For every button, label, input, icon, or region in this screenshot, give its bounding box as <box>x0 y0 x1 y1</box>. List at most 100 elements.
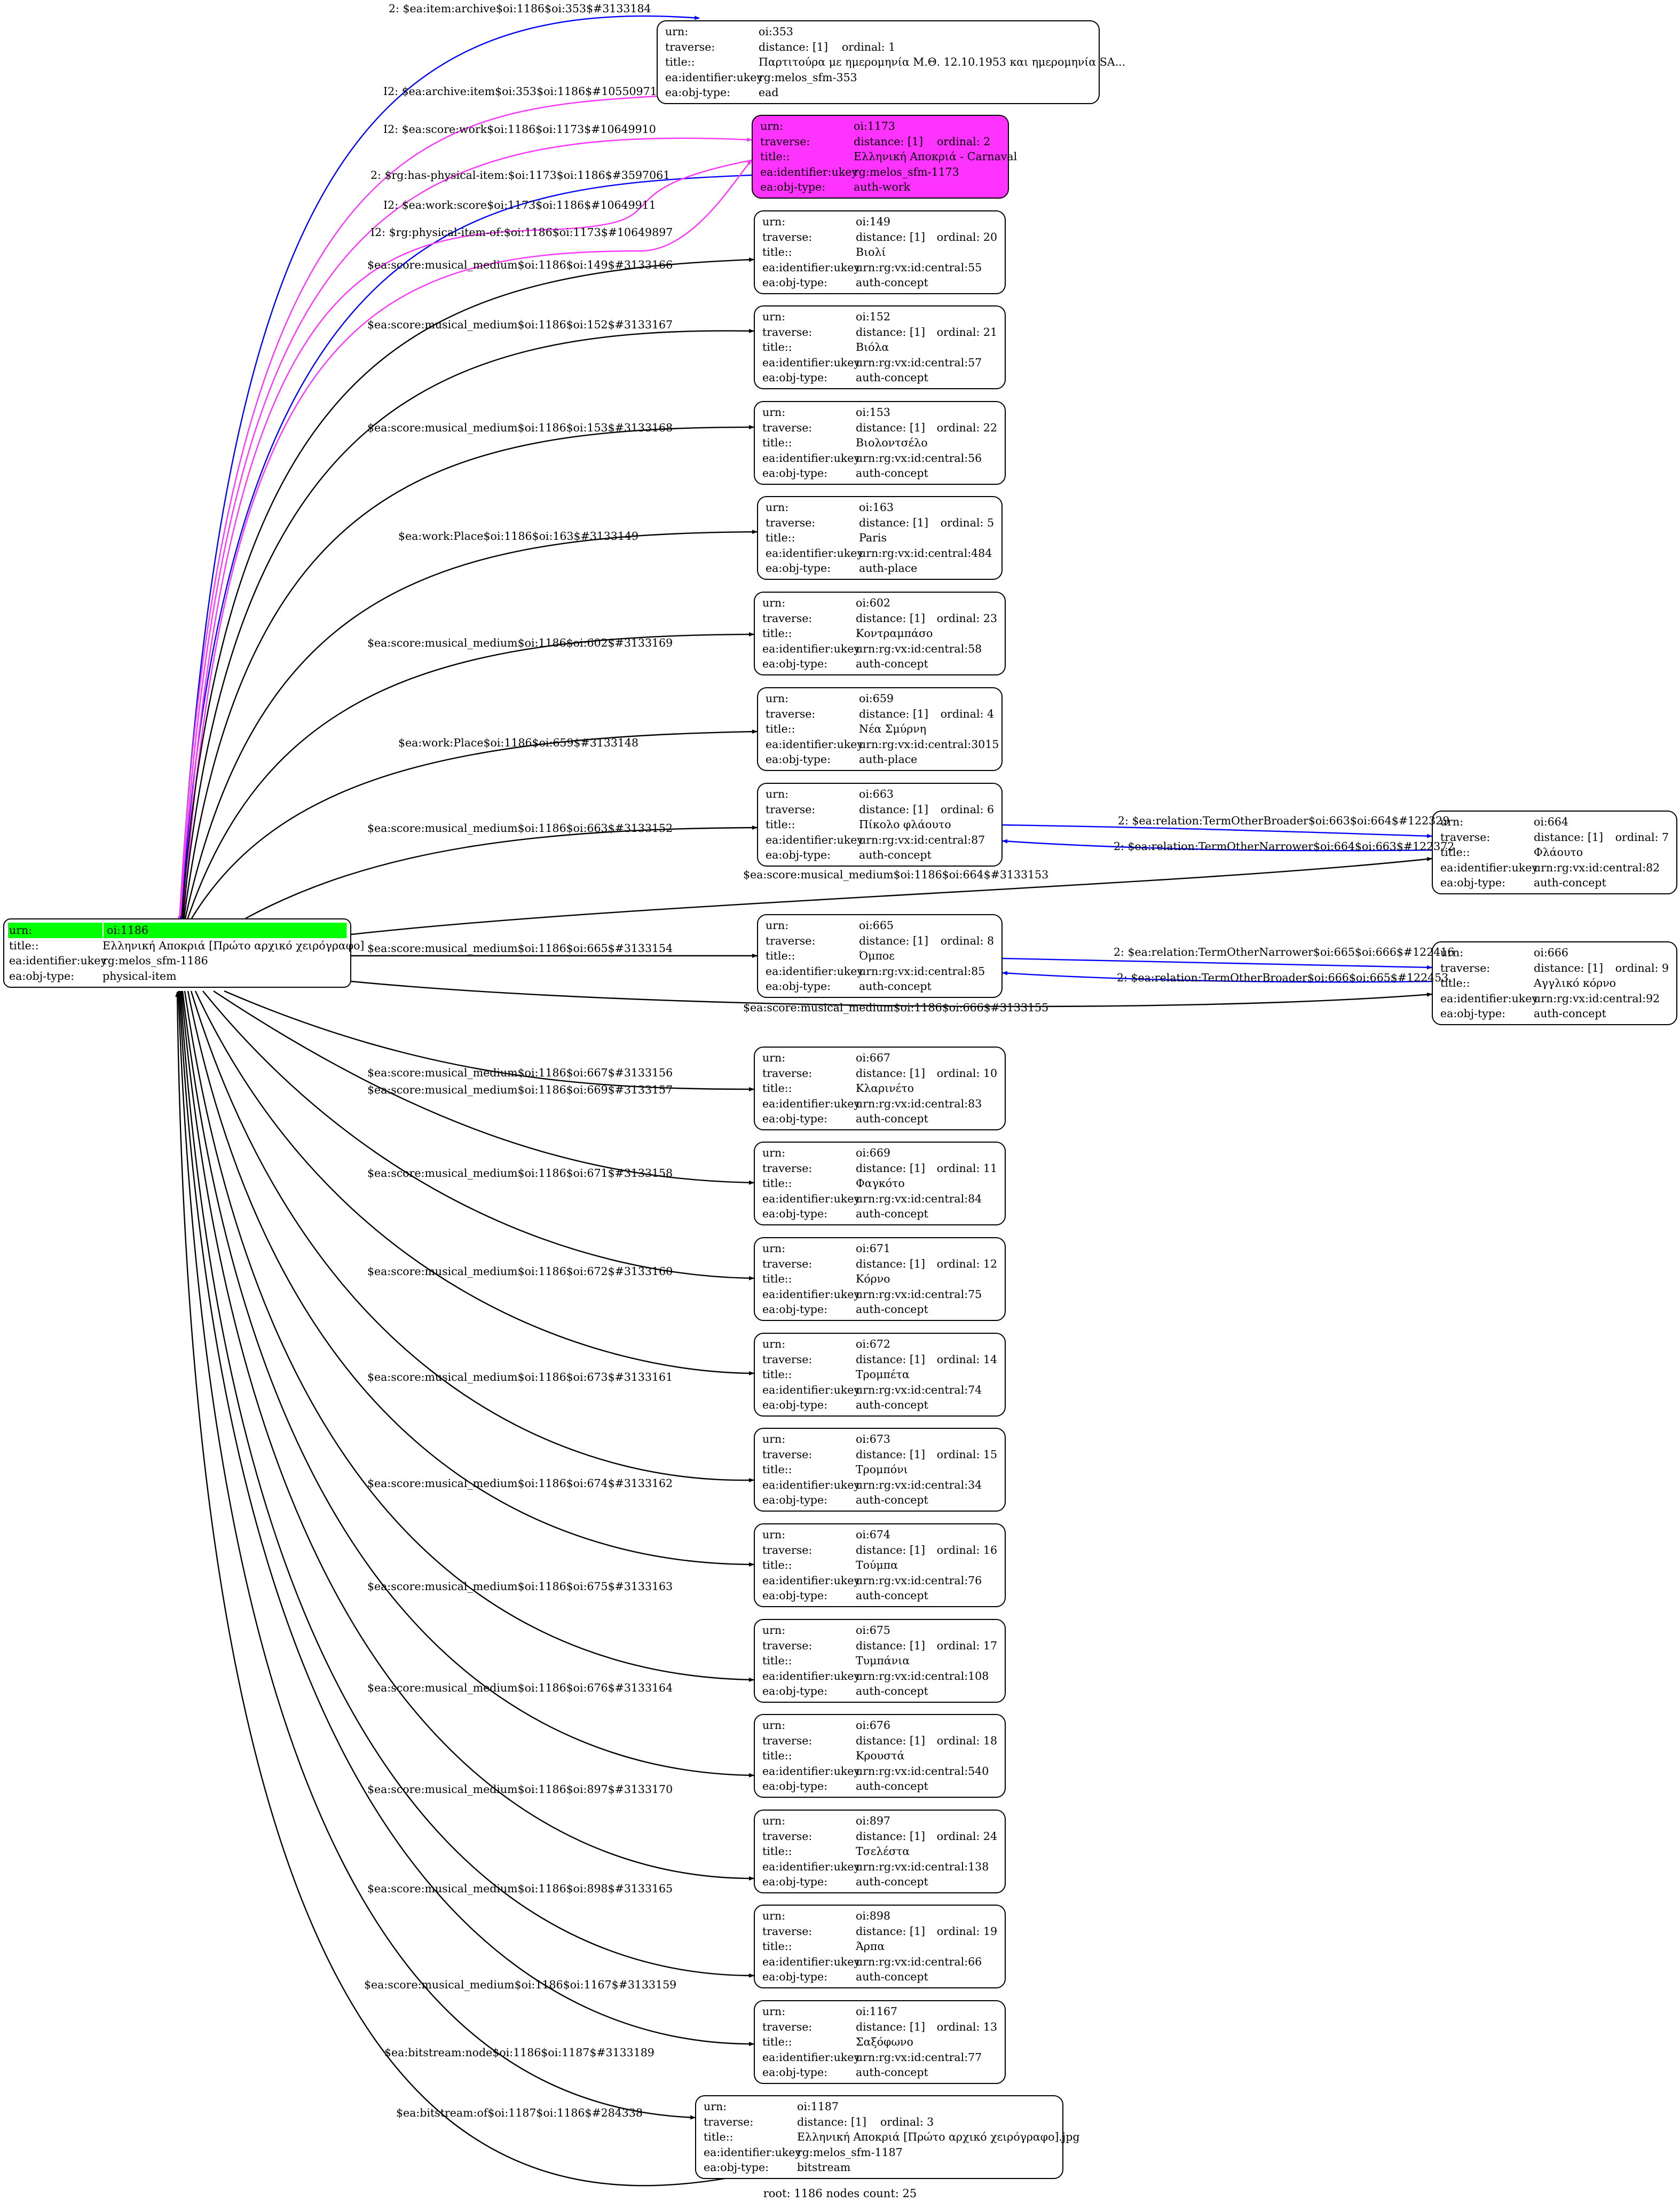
node-type-row: ea:obj-type: bitstream <box>704 2160 1055 2175</box>
node-traverse-row: traverse: distance: [1] ordinal: 18 <box>762 1733 997 1749</box>
node-oi-669[interactable]: urn: oi:669 traverse: distance: [1] ordinal:… <box>754 1142 1006 1225</box>
node-ukey-row: ea:identifier:ukey urn:rg:vx:id:central:4… <box>766 546 994 561</box>
field-label: traverse: <box>760 135 810 148</box>
spacer <box>928 706 941 722</box>
edge-label: $ea:score:musical_medium$oi:1186$oi:897$… <box>367 1783 673 1796</box>
node-oi-674[interactable]: urn: oi:674 traverse: distance: [1] ordinal:… <box>754 1523 1006 1607</box>
node-ukey: urn:rg:vx:id:central:108 <box>856 1669 989 1682</box>
node-oi-663[interactable]: urn: oi:663 traverse: distance: [1] ordinal:… <box>757 783 1003 867</box>
node-urn: oi:1173 <box>854 120 895 132</box>
node-oi-897[interactable]: urn: oi:897 traverse: distance: [1] ordinal:… <box>754 1810 1006 1893</box>
node-traverse-row: traverse: distance: [1] ordinal: 24 <box>762 1829 997 1844</box>
node-oi-671[interactable]: urn: oi:671 traverse: distance: [1] ordinal:… <box>754 1237 1006 1321</box>
node-ordinal: ordinal: 3 <box>880 2115 934 2128</box>
node-traverse-row: traverse: distance: [1] ordinal: 9 <box>1440 961 1669 976</box>
node-oi-163[interactable]: urn: oi:163 traverse: distance: [1] ordinal:… <box>757 496 1003 580</box>
node-urn: oi:664 <box>1534 815 1568 828</box>
node-oi-153[interactable]: urn: oi:153 traverse: distance: [1] ordinal:… <box>754 401 1006 485</box>
edge-label: I2: $ea:archive:item$oi:353$oi:1186$#105… <box>383 85 657 98</box>
node-ukey-row: ea:identifier:ukey urn:rg:vx:id:central:5… <box>762 260 997 276</box>
node-oi-666[interactable]: urn: oi:666 traverse: distance: [1] ordinal:… <box>1432 941 1677 1025</box>
node-ordinal: ordinal: 2 <box>936 135 991 148</box>
field-label: urn: <box>762 1338 786 1350</box>
edge-label: 2: $ea:relation:TermOtherBroader$oi:666$… <box>1117 971 1449 984</box>
node-type: auth-concept <box>856 657 928 670</box>
field-label: traverse: <box>766 707 816 720</box>
field-label: ea:identifier:ukey <box>762 1383 860 1396</box>
field-label: urn: <box>762 596 786 609</box>
node-distance: distance: [1] <box>856 325 925 339</box>
edge-e666_665 <box>1002 971 1432 983</box>
field-label: traverse: <box>1440 961 1490 974</box>
field-label: ea:identifier:ukey <box>762 1574 860 1587</box>
edge-e659 <box>189 729 758 922</box>
edge-label: $ea:score:musical_medium$oi:1186$oi:602$… <box>367 636 673 649</box>
edge-label: $ea:score:musical_medium$oi:1186$oi:673$… <box>367 1371 673 1383</box>
root-node[interactable]: urn: oi:1186 title:: Ελληνική Αποκριά [Π… <box>3 918 364 988</box>
node-type: auth-concept <box>859 980 932 993</box>
node-oi-1167[interactable]: urn: oi:1167 traverse: distance: [1] ordinal… <box>754 2000 1006 2084</box>
node-oi-602[interactable]: urn: oi:602 traverse: distance: [1] ordinal:… <box>754 592 1006 675</box>
field-label: ea:obj-type: <box>762 1589 827 1602</box>
field-label: ea:obj-type: <box>766 980 831 993</box>
node-type-row: ea:obj-type: auth-concept <box>762 1397 997 1413</box>
field-label: title:: <box>9 939 39 952</box>
node-type: auth-concept <box>856 1589 928 1602</box>
field-label: ea:obj-type: <box>762 1398 827 1411</box>
edge-label: $ea:score:musical_medium$oi:1186$oi:898$… <box>367 1882 673 1895</box>
field-label: urn: <box>704 2100 727 2113</box>
node-oi-664[interactable]: urn: oi:664 traverse: distance: [1] ordinal:… <box>1432 811 1677 894</box>
field-label: ea:identifier:ukey <box>762 1287 860 1301</box>
spacer <box>925 1638 937 1654</box>
node-traverse-row: traverse: distance: [1] ordinal: 19 <box>762 1924 997 1939</box>
node-oi-1187[interactable]: urn: oi:1187 traverse: distance: [1] ordinal… <box>695 2095 1080 2179</box>
node-type: auth-concept <box>856 1112 928 1125</box>
node-oi-152[interactable]: urn: oi:152 traverse: distance: [1] ordinal:… <box>754 305 1006 389</box>
field-label: ea:obj-type: <box>762 1780 827 1792</box>
edge-label: I2: $ea:score:work$oi:1186$oi:1173$#1064… <box>383 123 656 136</box>
node-title: Κοντραμπάσο <box>856 627 933 640</box>
node-type-row: ea:obj-type: auth-concept <box>762 466 997 481</box>
node-title: Τρομπέτα <box>856 1368 910 1381</box>
node-ordinal: ordinal: 17 <box>936 1639 997 1652</box>
node-title-row: title:: Παρτιτούρα με ημερομηνία Μ.Θ. 12.… <box>665 54 1125 70</box>
node-traverse-row: traverse: distance: [1] ordinal: 23 <box>762 611 997 626</box>
node-oi-149[interactable]: urn: oi:149 traverse: distance: [1] ordinal:… <box>754 210 1006 294</box>
node-traverse-row: traverse: distance: [1] ordinal: 14 <box>762 1352 997 1367</box>
node-ukey-row: ea:identifier:ukey urn:rg:vx:id:central:5… <box>762 451 997 466</box>
node-ukey: urn:rg:vx:id:central:92 <box>1534 992 1660 1005</box>
node-urn: oi:1187 <box>797 2100 839 2113</box>
node-ukey-row: ea:identifier:ukey urn:rg:vx:id:central:3… <box>762 1477 997 1493</box>
node-urn-row: urn: oi:163 <box>766 500 994 515</box>
spacer <box>925 1066 937 1081</box>
node-type-row: ea:obj-type: auth-concept <box>762 656 997 672</box>
field-label: ea:identifier:ukey <box>766 964 863 978</box>
edge-label: 2: $ea:item:archive$oi:1186$oi:353$#3133… <box>389 2 651 15</box>
field-label: ea:obj-type: <box>766 753 831 766</box>
field-label: urn: <box>762 1814 786 1827</box>
node-traverse-row: traverse: distance: [1] ordinal: 5 <box>766 515 994 531</box>
field-label: title:: <box>766 818 795 831</box>
edge-e671 <box>202 990 754 1280</box>
node-distance: distance: [1] <box>856 230 925 243</box>
node-oi-898[interactable]: urn: oi:898 traverse: distance: [1] ordinal:… <box>754 1905 1006 1988</box>
edge-label: $ea:score:musical_medium$oi:1186$oi:152$… <box>367 318 673 331</box>
node-oi-353[interactable]: urn: oi:353 traverse: distance: [1] ordinal:… <box>657 20 1125 104</box>
node-oi-672[interactable]: urn: oi:672 traverse: distance: [1] ordinal:… <box>754 1333 1006 1417</box>
node-oi-676[interactable]: urn: oi:676 traverse: distance: [1] ordinal:… <box>754 1714 1006 1798</box>
edge-e667 <box>224 990 754 1091</box>
node-oi-659[interactable]: urn: oi:659 traverse: distance: [1] ordinal:… <box>757 687 1003 771</box>
node-oi-675[interactable]: urn: oi:675 traverse: distance: [1] ordinal:… <box>754 1619 1006 1703</box>
node-type-row: ea:obj-type: auth-concept <box>762 1302 997 1317</box>
spacer <box>925 611 937 626</box>
node-oi-665[interactable]: urn: oi:665 traverse: distance: [1] ordinal:… <box>757 914 1003 998</box>
node-oi-667[interactable]: urn: oi:667 traverse: distance: [1] ordinal:… <box>754 1047 1006 1130</box>
node-oi-673[interactable]: urn: oi:673 traverse: distance: [1] ordinal:… <box>754 1428 1006 1512</box>
field-label: ea:obj-type: <box>762 1685 827 1697</box>
node-title: Φαγκότο <box>856 1177 905 1190</box>
field-label: title:: <box>762 1845 792 1858</box>
field-label: urn: <box>766 919 789 932</box>
field-label: title:: <box>762 2035 792 2048</box>
node-ukey: urn:rg:vx:id:central:55 <box>856 261 982 274</box>
node-oi-1173[interactable]: urn: oi:1173 traverse: distance: [1] ordinal… <box>752 115 1017 199</box>
